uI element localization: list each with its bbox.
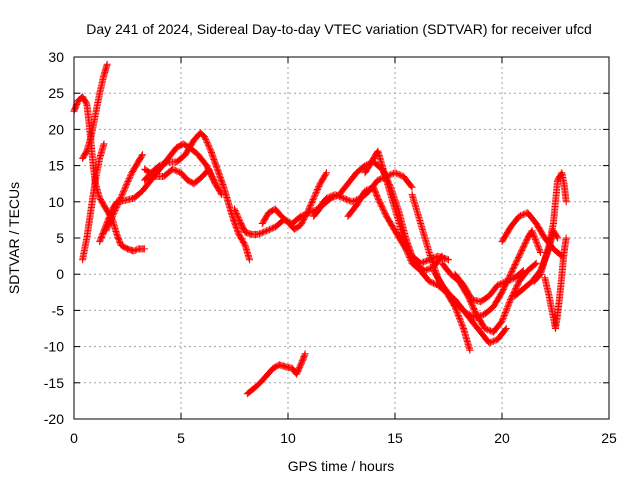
series-track-c bbox=[102, 151, 146, 235]
y-tick-label: 5 bbox=[56, 230, 64, 246]
y-tick-label: 20 bbox=[48, 121, 64, 137]
series-track-m bbox=[408, 191, 474, 354]
series-track-i bbox=[258, 169, 330, 233]
series-track-j bbox=[310, 158, 446, 275]
x-tick-label: 10 bbox=[280, 430, 296, 446]
series-track-s bbox=[541, 234, 570, 332]
y-tick-label: -15 bbox=[44, 375, 64, 391]
data-marker-trace bbox=[79, 60, 111, 162]
x-tick-label: 15 bbox=[387, 430, 403, 446]
y-tick-label: -5 bbox=[52, 302, 65, 318]
data-marker-trace bbox=[310, 158, 446, 275]
data-marker-trace bbox=[79, 140, 108, 264]
y-tick-label: 0 bbox=[56, 266, 64, 282]
series-track-l bbox=[361, 147, 510, 347]
data-marker-trace bbox=[361, 147, 510, 347]
y-tick-label: 10 bbox=[48, 194, 64, 210]
data-marker-trace bbox=[141, 129, 253, 264]
x-tick-label: 25 bbox=[601, 430, 617, 446]
series-track-d bbox=[79, 60, 111, 162]
y-tick-label: 15 bbox=[48, 158, 64, 174]
data-marker-trace bbox=[451, 267, 527, 306]
series-track-f bbox=[141, 129, 253, 264]
data-markers bbox=[70, 60, 570, 398]
data-marker-trace bbox=[102, 151, 146, 235]
data-marker-trace bbox=[408, 191, 474, 354]
data-marker-trace bbox=[258, 169, 330, 233]
y-tick-label: -10 bbox=[44, 339, 64, 355]
axes: -20 -15 -10 -5 0 5 10 15 20 25 30 0 5 10 15 20 25 bbox=[44, 49, 617, 446]
chart-title: Day 241 of 2024, Sidereal Day-to-day VTE… bbox=[86, 21, 592, 37]
y-tick-label: 30 bbox=[48, 49, 64, 65]
y-tick-label: 25 bbox=[48, 85, 64, 101]
x-tick-label: 5 bbox=[177, 430, 185, 446]
data-marker-trace bbox=[141, 165, 226, 199]
x-tick-label: 0 bbox=[70, 430, 78, 446]
series-track-t bbox=[511, 227, 562, 300]
x-axis-label: GPS time / hours bbox=[288, 458, 395, 474]
data-marker-trace bbox=[511, 227, 562, 300]
series-track-u bbox=[243, 350, 309, 398]
data-marker-trace bbox=[541, 234, 570, 332]
series-track-e bbox=[79, 140, 108, 264]
y-axis-label: SDTVAR / TECUs bbox=[6, 182, 22, 294]
data-marker-trace bbox=[243, 350, 309, 398]
series-track-p bbox=[451, 267, 527, 306]
series-track-g bbox=[141, 165, 226, 199]
y-tick-label: -20 bbox=[44, 411, 64, 427]
x-tick-label: 20 bbox=[494, 430, 510, 446]
